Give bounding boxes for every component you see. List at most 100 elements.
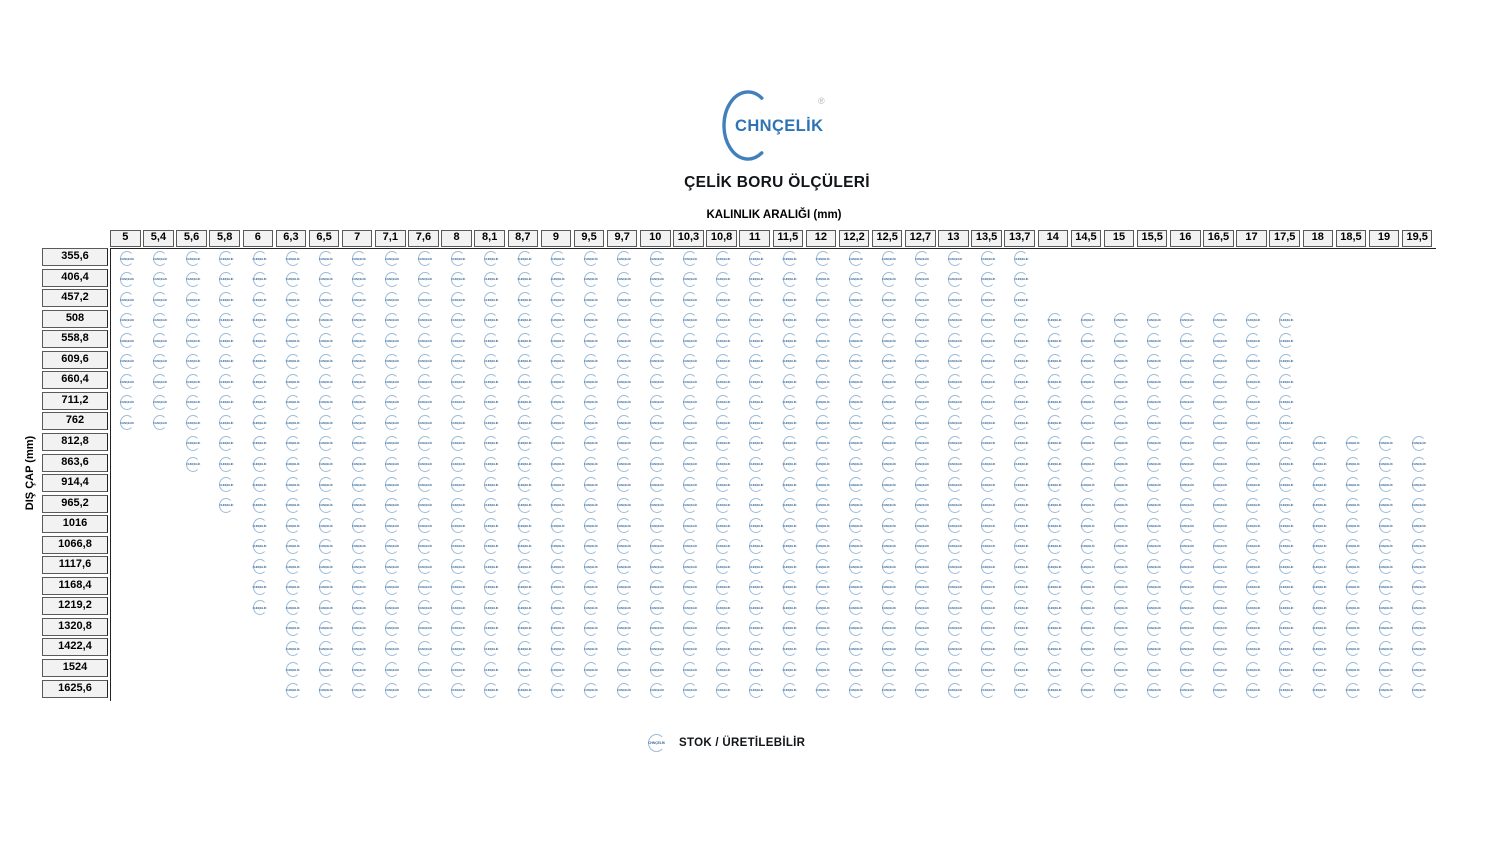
diameter-header-cell: 1168,4 <box>42 576 108 595</box>
stock-marker-icon: CHNÇELİK <box>252 456 267 472</box>
stock-marker-label: CHNÇELİK <box>616 379 631 384</box>
stock-marker-icon: CHNÇELİK <box>650 538 664 554</box>
stock-marker-icon: CHNÇELİK <box>1113 456 1128 472</box>
stock-marker-icon: CHNÇELİK <box>1345 456 1360 472</box>
stock-marker-label: CHNÇELİK <box>484 687 499 692</box>
stock-marker-label: CHNÇELİK <box>881 359 896 364</box>
stock-marker-icon: CHNÇELİK <box>451 682 465 698</box>
stock-marker-icon: CHNÇELİK <box>418 477 432 493</box>
thickness-header-cell: 10 <box>640 230 671 247</box>
stock-marker-icon: CHNÇELİK <box>583 292 598 308</box>
stock-marker-icon: CHNÇELİK <box>219 456 234 472</box>
stock-marker-icon: CHNÇELİK <box>285 292 300 308</box>
stock-marker-label: CHNÇELİK <box>1279 317 1294 322</box>
stock-marker-label: CHNÇELİK <box>550 646 565 651</box>
stock-marker-icon: CHNÇELİK <box>881 271 896 287</box>
stock-marker-icon: CHNÇELİK <box>517 518 532 534</box>
stock-marker-icon: CHNÇELİK <box>1213 662 1227 677</box>
stock-marker-label: CHNÇELİK <box>716 523 731 528</box>
stock-marker-icon: CHNÇELİK <box>1180 374 1194 390</box>
stock-marker-icon: CHNÇELİK <box>1246 456 1260 472</box>
stock-marker-label: CHNÇELİK <box>1378 605 1393 610</box>
stock-marker-label: CHNÇELİK <box>749 585 764 590</box>
stock-marker-label: CHNÇELİK <box>1378 543 1393 548</box>
stock-marker-icon: CHNÇELİK <box>1014 682 1029 698</box>
stock-marker-icon: CHNÇELİK <box>1279 415 1294 431</box>
thickness-header-cell: 10,8 <box>706 230 737 247</box>
stock-marker-label: CHNÇELİK <box>1279 359 1294 364</box>
stock-marker-icon: CHNÇELİK <box>451 312 465 328</box>
stock-marker-icon: CHNÇELİK <box>1213 353 1227 369</box>
stock-marker-icon: CHNÇELİK <box>749 456 764 472</box>
stock-marker-icon: CHNÇELİK <box>1047 456 1062 472</box>
stock-marker-icon: CHNÇELİK <box>1047 415 1062 431</box>
stock-marker-icon: CHNÇELİK <box>1213 682 1227 698</box>
stock-marker-label: CHNÇELİK <box>252 502 267 507</box>
stock-marker-icon: CHNÇELİK <box>1213 497 1227 513</box>
stock-marker-label: CHNÇELİK <box>1080 585 1095 590</box>
stock-marker-icon: CHNÇELİK <box>1047 435 1062 451</box>
stock-marker-label: CHNÇELİK <box>948 482 963 487</box>
stock-marker-label: CHNÇELİK <box>981 379 996 384</box>
stock-marker-label: CHNÇELİK <box>1080 461 1095 466</box>
stock-marker-label: CHNÇELİK <box>484 667 499 672</box>
stock-marker-icon: CHNÇELİK <box>1312 600 1327 616</box>
stock-marker-icon: CHNÇELİK <box>782 682 797 698</box>
stock-marker-icon: CHNÇELİK <box>782 620 797 636</box>
stock-marker-label: CHNÇELİK <box>616 441 631 446</box>
stock-marker-label: CHNÇELİK <box>1014 605 1029 610</box>
stock-marker-label: CHNÇELİK <box>650 626 664 631</box>
stock-marker-icon: CHNÇELİK <box>583 353 598 369</box>
diameter-header-cell: 406,4 <box>42 268 108 287</box>
stock-marker-label: CHNÇELİK <box>120 338 134 343</box>
stock-marker-icon: CHNÇELİK <box>848 682 863 698</box>
stock-marker-icon: CHNÇELİK <box>517 579 532 595</box>
stock-marker-label: CHNÇELİK <box>815 338 830 343</box>
stock-marker-label: CHNÇELİK <box>285 502 300 507</box>
stock-marker-icon: CHNÇELİK <box>285 641 300 657</box>
stock-marker-label: CHNÇELİK <box>1345 687 1360 692</box>
stock-marker-label: CHNÇELİK <box>186 317 201 322</box>
stock-marker-icon: CHNÇELİK <box>1345 641 1360 657</box>
stock-marker-label: CHNÇELİK <box>318 276 333 281</box>
stock-marker-icon: CHNÇELİK <box>782 251 797 266</box>
stock-marker-icon: CHNÇELİK <box>683 497 697 513</box>
stock-marker-icon: CHNÇELİK <box>749 251 764 266</box>
stock-marker-label: CHNÇELİK <box>1279 605 1294 610</box>
stock-marker-icon: CHNÇELİK <box>1047 353 1062 369</box>
stock-marker-label: CHNÇELİK <box>1213 441 1228 446</box>
stock-marker-label: CHNÇELİK <box>252 276 267 281</box>
stock-marker-icon: CHNÇELİK <box>1180 394 1194 410</box>
stock-marker-label: CHNÇELİK <box>683 297 698 302</box>
stock-marker-label: CHNÇELİK <box>418 626 433 631</box>
stock-marker-label: CHNÇELİK <box>716 667 731 672</box>
stock-marker-label: CHNÇELİK <box>1345 543 1360 548</box>
stock-marker-label: CHNÇELİK <box>948 317 963 322</box>
stock-marker-icon: CHNÇELİK <box>517 374 532 390</box>
stock-marker-icon: CHNÇELİK <box>484 477 499 493</box>
stock-marker-icon: CHNÇELİK <box>1113 477 1128 493</box>
stock-marker-label: CHNÇELİK <box>948 502 963 507</box>
stock-marker-label: CHNÇELİK <box>881 523 896 528</box>
stock-marker-icon: CHNÇELİK <box>550 497 565 513</box>
stock-marker-icon: CHNÇELİK <box>219 292 234 308</box>
stock-marker-icon: CHNÇELİK <box>153 292 167 308</box>
stock-marker-icon: CHNÇELİK <box>981 538 995 554</box>
stock-marker-icon: CHNÇELİK <box>550 559 565 575</box>
stock-marker-label: CHNÇELİK <box>616 543 631 548</box>
stock-marker-label: CHNÇELİK <box>1345 564 1360 569</box>
stock-marker-label: CHNÇELİK <box>517 297 532 302</box>
stock-marker-icon: CHNÇELİK <box>1113 641 1128 657</box>
stock-marker-label: CHNÇELİK <box>285 523 300 528</box>
thickness-header-cell: 19,5 <box>1401 230 1433 247</box>
stock-marker-label: CHNÇELİK <box>1213 667 1228 672</box>
stock-marker-icon: CHNÇELİK <box>815 312 830 328</box>
stock-marker-label: CHNÇELİK <box>948 256 963 261</box>
stock-marker-label: CHNÇELİK <box>1279 667 1294 672</box>
stock-marker-icon: CHNÇELİK <box>517 292 532 308</box>
stock-marker-icon: CHNÇELİK <box>451 477 465 493</box>
thickness-header-cell: 8,1 <box>474 230 505 247</box>
stock-marker-icon: CHNÇELİK <box>385 600 399 616</box>
stock-marker-label: CHNÇELİK <box>915 543 929 548</box>
stock-marker-icon: CHNÇELİK <box>1180 353 1194 369</box>
